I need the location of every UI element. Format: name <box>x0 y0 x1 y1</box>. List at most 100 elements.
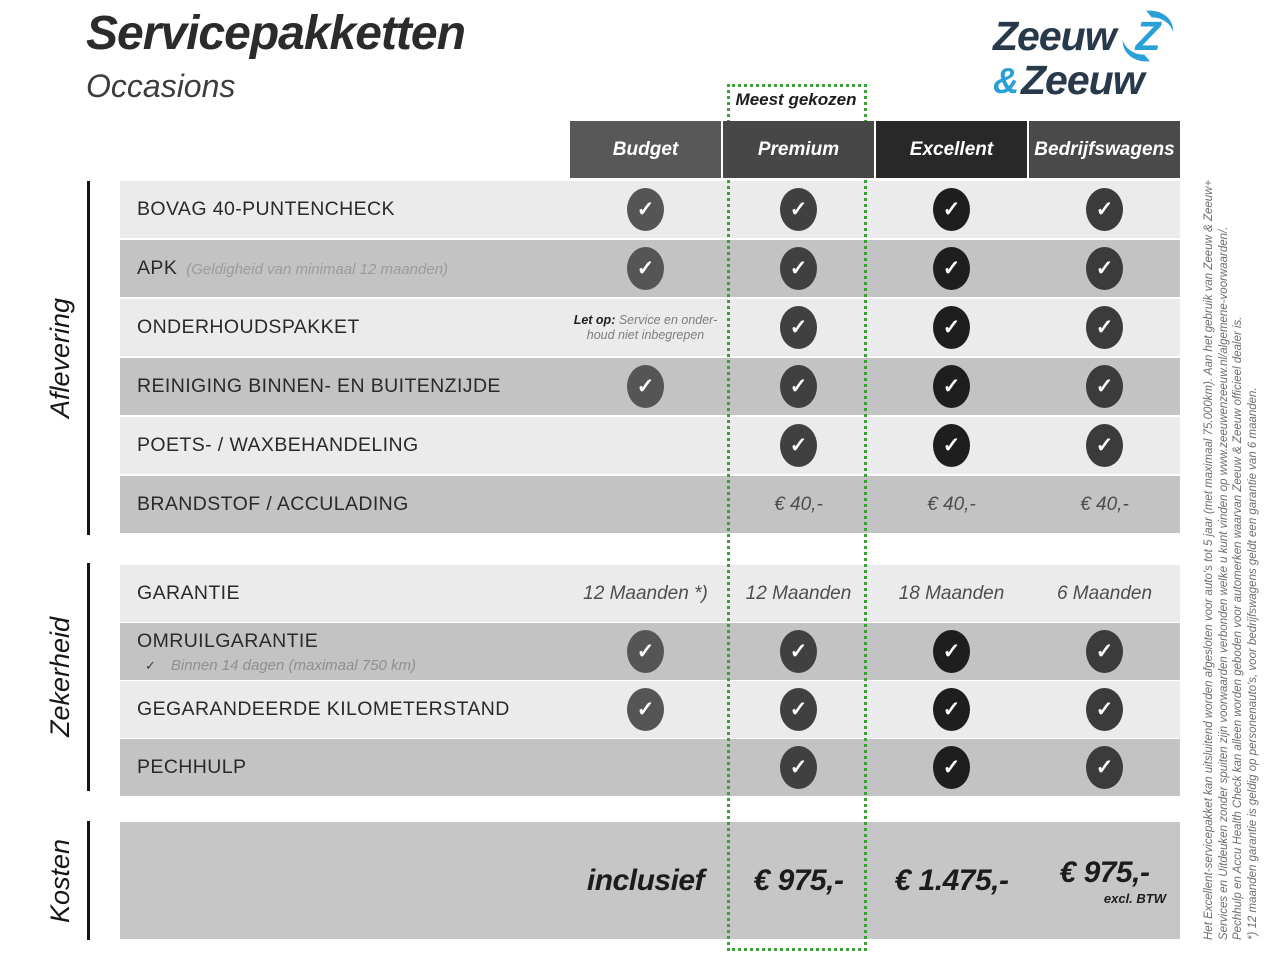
row-label-block: GEGARANDEERDE KILOMETERSTAND <box>137 681 510 738</box>
row-label: APK <box>137 257 178 279</box>
row-label-line: POETS- / WAXBEHANDELING <box>137 434 419 457</box>
row-label-line: APK (Geldigheid van minimaal 12 maanden) <box>137 257 448 280</box>
cell-excellent: ✓ <box>876 240 1027 297</box>
cell-value: 12 Maanden <box>745 582 852 604</box>
row-label: GARANTIE <box>137 582 240 604</box>
check-icon: ✓ <box>1086 688 1123 731</box>
check-icon: ✓ <box>1086 365 1123 408</box>
check-icon: ✓ <box>780 746 817 789</box>
check-icon: ✓ <box>780 688 817 731</box>
price-cell-excellent: € 1.475,- <box>876 822 1027 939</box>
legal-line: Pechhulp en Accu Health Check kan alleen… <box>1232 316 1244 941</box>
row-label-block: REINIGING BINNEN- EN BUITENZIJDE <box>137 358 501 415</box>
cell-budget: ✓ <box>570 240 721 297</box>
check-icon: ✓ <box>780 365 817 408</box>
row-label-block: ONDERHOUDSPAKKET <box>137 299 360 356</box>
most-chosen-label: Meest gekozen <box>735 90 857 109</box>
column-header-excellent: Excellent <box>876 121 1027 178</box>
logo-word-zeeuw2: Zeeuw <box>1021 57 1145 103</box>
legal-line: Het Excellent-servicepakket kan uitsluit… <box>1203 179 1215 940</box>
table-row: OMRUILGARANTIE ✓ Binnen 14 dagen (maximaal… <box>120 623 1180 680</box>
check-icon: ✓ <box>780 247 817 290</box>
cell-budget: ✓ <box>570 358 721 415</box>
table-row: POETS- / WAXBEHANDELING ✓ ✓ ✓ <box>120 417 1180 474</box>
section-line-kosten <box>87 821 90 940</box>
cell-premium: ✓ <box>723 358 874 415</box>
cell-budget <box>570 476 721 533</box>
check-icon: ✓ <box>933 746 970 789</box>
cell-value: 12 Maanden *) <box>583 582 708 604</box>
cell-bedrijfswagens: 6 Maanden <box>1029 565 1180 622</box>
row-label: OMRUILGARANTIE <box>137 629 319 652</box>
cell-premium: 12 Maanden <box>723 565 874 622</box>
column-header-budget: Budget <box>570 121 721 178</box>
legal-line: *) 12 maanden garantie is geldig op pers… <box>1246 387 1259 940</box>
cell-excellent: ✓ <box>876 623 1027 680</box>
row-label: GEGARANDEERDE KILOMETERSTAND <box>137 698 510 720</box>
check-icon: ✓ <box>780 306 817 349</box>
price-value: € 975,- <box>1059 855 1150 889</box>
check-icon: ✓ <box>933 247 970 290</box>
cell-premium: € 40,- <box>723 476 874 533</box>
cell-budget: 12 Maanden *) <box>570 565 721 622</box>
cell-budget <box>570 739 721 796</box>
logo-ampersand: & <box>993 59 1019 101</box>
subnote-check-icon: ✓ <box>145 657 156 673</box>
row-label-block: BOVAG 40-PUNTENCHECK <box>137 181 395 238</box>
cell-excellent: ✓ <box>876 299 1027 356</box>
row-label-line: BRANDSTOF / ACCULADING <box>137 493 409 516</box>
table-row: REINIGING BINNEN- EN BUITENZIJDE ✓ ✓ ✓ ✓ <box>120 358 1180 415</box>
check-icon: ✓ <box>933 306 970 349</box>
check-icon: ✓ <box>627 247 664 290</box>
row-label-line: REINIGING BINNEN- EN BUITENZIJDE <box>137 375 501 398</box>
table-row: GEGARANDEERDE KILOMETERSTAND ✓ ✓ ✓ ✓ <box>120 681 1180 738</box>
legal-line: Services en Uitdeuken zonder spuiten zij… <box>1217 226 1230 940</box>
table-row: BRANDSTOF / ACCULADING € 40,- € 40,- € 40,- <box>120 476 1180 533</box>
check-icon: ✓ <box>780 188 817 231</box>
cell-note: Let op: Service en onder-houd niet inbeg… <box>573 312 718 342</box>
check-icon: ✓ <box>933 630 970 673</box>
table-row: GARANTIE 12 Maanden *) 12 Maanden 18 Maande… <box>120 565 1180 622</box>
cell-bedrijfswagens: ✓ <box>1029 358 1180 415</box>
check-icon: ✓ <box>627 630 664 673</box>
cell-premium: ✓ <box>723 299 874 356</box>
price-value: inclusief <box>586 863 705 897</box>
cell-bedrijfswagens: ✓ <box>1029 739 1180 796</box>
price-cell-budget: inclusief <box>570 822 721 939</box>
table-row: PECHHULP ✓ ✓ ✓ <box>120 739 1180 796</box>
price-note: excl. BTW <box>1103 890 1166 906</box>
row-label-line: GEGARANDEERDE KILOMETERSTAND <box>137 698 510 721</box>
section-line-aflevering <box>87 181 90 535</box>
page-subtitle: Occasions <box>86 68 236 104</box>
row-label: BOVAG 40-PUNTENCHECK <box>137 198 395 220</box>
check-icon: ✓ <box>1086 746 1123 789</box>
row-label-line: PECHHULP <box>137 756 246 779</box>
cell-bedrijfswagens: ✓ <box>1029 181 1180 238</box>
check-icon: ✓ <box>780 424 817 467</box>
table-row: APK (Geldigheid van minimaal 12 maanden) ✓… <box>120 240 1180 297</box>
row-label: PECHHULP <box>137 756 247 778</box>
table-row: ONDERHOUDSPAKKET Let op: Service en onder… <box>120 299 1180 356</box>
cell-value: € 40,- <box>1080 493 1129 515</box>
zeeuw-z-swoosh-icon: Z <box>1122 10 1173 62</box>
cell-value: € 40,- <box>927 493 976 515</box>
cell-bedrijfswagens: ✓ <box>1029 417 1180 474</box>
cell-bedrijfswagens: ✓ <box>1029 240 1180 297</box>
price-cell-bedrijfswagens: € 975,- excl. BTW <box>1029 822 1180 939</box>
check-icon: ✓ <box>933 688 970 731</box>
brand-logo: Zeeuw Z & Zeeuw <box>993 8 1176 101</box>
logo-word-zeeuw: Zeeuw <box>993 12 1117 59</box>
cell-budget <box>570 417 721 474</box>
row-label-line: BOVAG 40-PUNTENCHECK <box>137 198 395 221</box>
cell-premium: ✓ <box>723 623 874 680</box>
row-label: POETS- / WAXBEHANDELING <box>137 434 419 456</box>
cell-value: € 40,- <box>774 493 823 515</box>
row-label-block: POETS- / WAXBEHANDELING <box>137 417 419 474</box>
row-label: BRANDSTOF / ACCULADING <box>137 493 409 515</box>
cell-budget: ✓ <box>570 681 721 738</box>
column-header-bedrijfswagens: Bedrijfswagens <box>1029 121 1180 178</box>
cell-premium: ✓ <box>723 417 874 474</box>
row-label-block: BRANDSTOF / ACCULADING <box>137 476 409 533</box>
check-icon: ✓ <box>1086 306 1123 349</box>
